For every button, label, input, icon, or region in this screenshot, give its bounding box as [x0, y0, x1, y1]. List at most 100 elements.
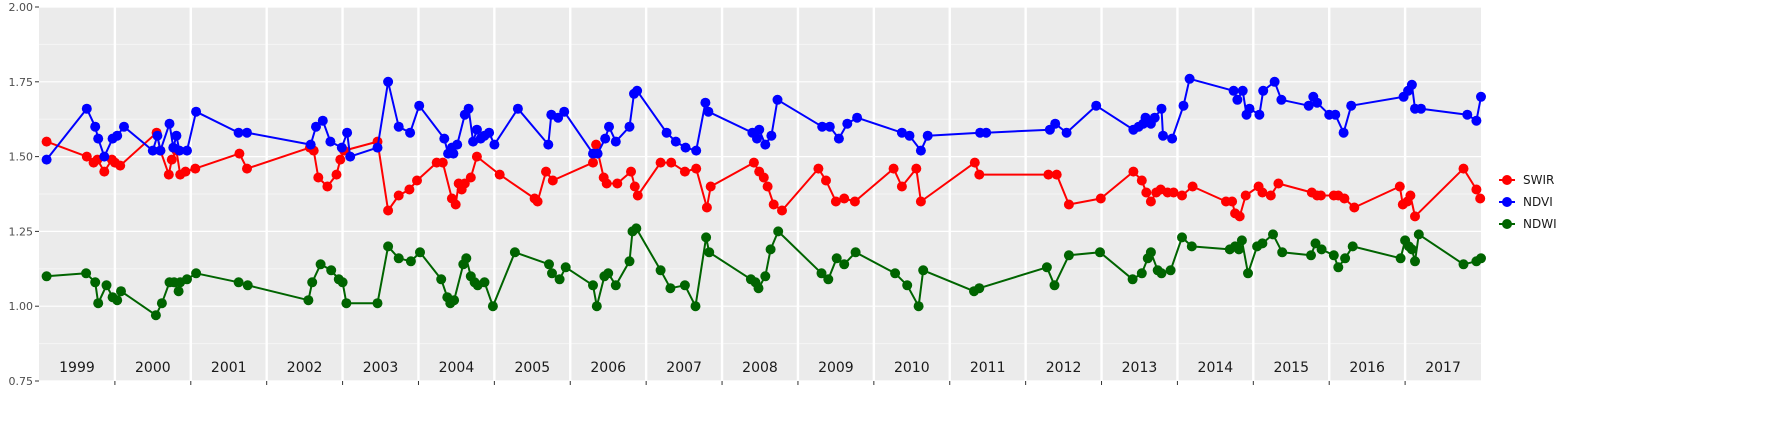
- data-point: [902, 280, 913, 291]
- series-layer: [41, 73, 1486, 321]
- data-point: [748, 157, 759, 168]
- data-point: [405, 256, 416, 267]
- data-point: [773, 226, 784, 237]
- year-label: 2007: [666, 360, 702, 376]
- y-tick-label: 1.00: [9, 300, 34, 313]
- data-point: [1061, 127, 1072, 138]
- data-point: [325, 136, 336, 147]
- data-point: [1049, 280, 1060, 291]
- data-point: [81, 268, 92, 279]
- data-point: [610, 136, 621, 147]
- data-point: [1268, 229, 1278, 240]
- data-point: [839, 259, 850, 270]
- data-point: [704, 247, 715, 258]
- legend-label: SWIR: [1523, 173, 1554, 187]
- data-point: [173, 286, 184, 297]
- data-point: [588, 157, 598, 168]
- data-point: [471, 124, 482, 135]
- data-point: [760, 139, 771, 150]
- data-point: [553, 112, 564, 123]
- series-ndvi: [41, 73, 1486, 165]
- data-point: [182, 274, 192, 285]
- data-point: [90, 121, 101, 132]
- data-point: [1476, 91, 1486, 102]
- data-point: [405, 127, 416, 138]
- data-point: [1095, 193, 1106, 204]
- data-point: [922, 130, 933, 141]
- data-point: [915, 196, 926, 207]
- data-point: [315, 259, 326, 270]
- data-point: [1458, 163, 1469, 174]
- data-point: [1347, 241, 1358, 252]
- data-point: [1258, 85, 1269, 96]
- data-point: [1158, 130, 1168, 141]
- data-point: [156, 298, 167, 309]
- year-label: 2008: [742, 360, 778, 376]
- data-point: [679, 280, 690, 291]
- data-point: [913, 301, 924, 312]
- data-point: [629, 181, 640, 192]
- data-point: [1471, 184, 1482, 195]
- data-point: [1346, 100, 1357, 111]
- data-point: [665, 283, 676, 294]
- data-point: [166, 154, 177, 165]
- data-point: [1236, 235, 1247, 246]
- data-point: [437, 157, 448, 168]
- data-point: [532, 196, 543, 207]
- data-point: [512, 103, 523, 114]
- data-point: [116, 286, 126, 297]
- data-point: [336, 142, 347, 153]
- data-point: [543, 139, 554, 150]
- data-point: [588, 280, 598, 291]
- year-label: 2005: [514, 360, 550, 376]
- data-point: [1141, 187, 1152, 198]
- data-point: [765, 244, 776, 255]
- data-point: [303, 295, 314, 306]
- data-point: [601, 178, 612, 189]
- data-point: [174, 145, 185, 156]
- year-label: 2012: [1046, 360, 1082, 376]
- data-point: [180, 166, 191, 177]
- data-point: [484, 127, 495, 138]
- data-point: [383, 76, 394, 87]
- data-point: [758, 172, 769, 183]
- data-point: [233, 127, 244, 138]
- data-point: [1187, 181, 1198, 192]
- data-point: [592, 148, 603, 159]
- y-tick-label: 1.25: [9, 225, 34, 238]
- data-point: [1394, 181, 1405, 192]
- data-point: [337, 277, 348, 288]
- data-point: [313, 172, 324, 183]
- data-point: [234, 148, 245, 159]
- data-point: [1228, 85, 1239, 96]
- data-point: [981, 127, 992, 138]
- data-point: [81, 151, 92, 162]
- data-point: [1462, 109, 1473, 120]
- data-point: [1413, 229, 1424, 240]
- data-point: [1406, 79, 1417, 90]
- data-point: [1041, 262, 1052, 273]
- year-label: 2011: [970, 360, 1006, 376]
- data-point: [821, 175, 831, 186]
- data-point: [242, 163, 252, 174]
- data-point: [777, 205, 787, 216]
- year-label: 2013: [1122, 360, 1158, 376]
- data-point: [99, 151, 110, 162]
- data-point: [471, 151, 482, 162]
- data-point: [1410, 211, 1420, 222]
- year-label: 2000: [135, 360, 171, 376]
- data-point: [600, 133, 611, 144]
- data-point: [1328, 250, 1339, 261]
- data-point: [326, 265, 337, 276]
- data-point: [817, 121, 828, 132]
- data-point: [331, 169, 342, 180]
- data-point: [311, 121, 321, 132]
- data-point: [655, 157, 666, 168]
- data-point: [335, 154, 346, 165]
- data-point: [415, 247, 425, 258]
- data-point: [823, 274, 834, 285]
- data-point: [1145, 196, 1156, 207]
- data-point: [465, 172, 476, 183]
- data-point: [547, 175, 558, 186]
